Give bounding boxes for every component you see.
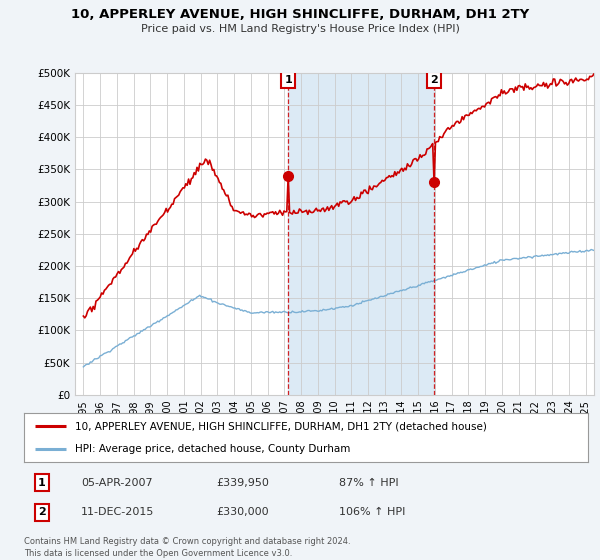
Text: HPI: Average price, detached house, County Durham: HPI: Average price, detached house, Coun…: [75, 444, 350, 454]
Bar: [288, 73, 434, 395]
Text: 10, APPERLEY AVENUE, HIGH SHINCLIFFE, DURHAM, DH1 2TY (detached house): 10, APPERLEY AVENUE, HIGH SHINCLIFFE, DU…: [75, 421, 487, 431]
Text: 106% ↑ HPI: 106% ↑ HPI: [339, 507, 406, 517]
Text: 05-APR-2007: 05-APR-2007: [81, 478, 152, 488]
Text: £339,950: £339,950: [216, 478, 269, 488]
Text: 2: 2: [38, 507, 46, 517]
Text: Price paid vs. HM Land Registry's House Price Index (HPI): Price paid vs. HM Land Registry's House …: [140, 24, 460, 34]
Text: 11-DEC-2015: 11-DEC-2015: [81, 507, 154, 517]
Text: 2: 2: [430, 74, 438, 85]
Text: 10, APPERLEY AVENUE, HIGH SHINCLIFFE, DURHAM, DH1 2TY: 10, APPERLEY AVENUE, HIGH SHINCLIFFE, DU…: [71, 8, 529, 21]
Text: Contains HM Land Registry data © Crown copyright and database right 2024.
This d: Contains HM Land Registry data © Crown c…: [24, 537, 350, 558]
Text: £330,000: £330,000: [216, 507, 269, 517]
Text: 87% ↑ HPI: 87% ↑ HPI: [339, 478, 398, 488]
Text: 1: 1: [284, 74, 292, 85]
Text: 1: 1: [38, 478, 46, 488]
